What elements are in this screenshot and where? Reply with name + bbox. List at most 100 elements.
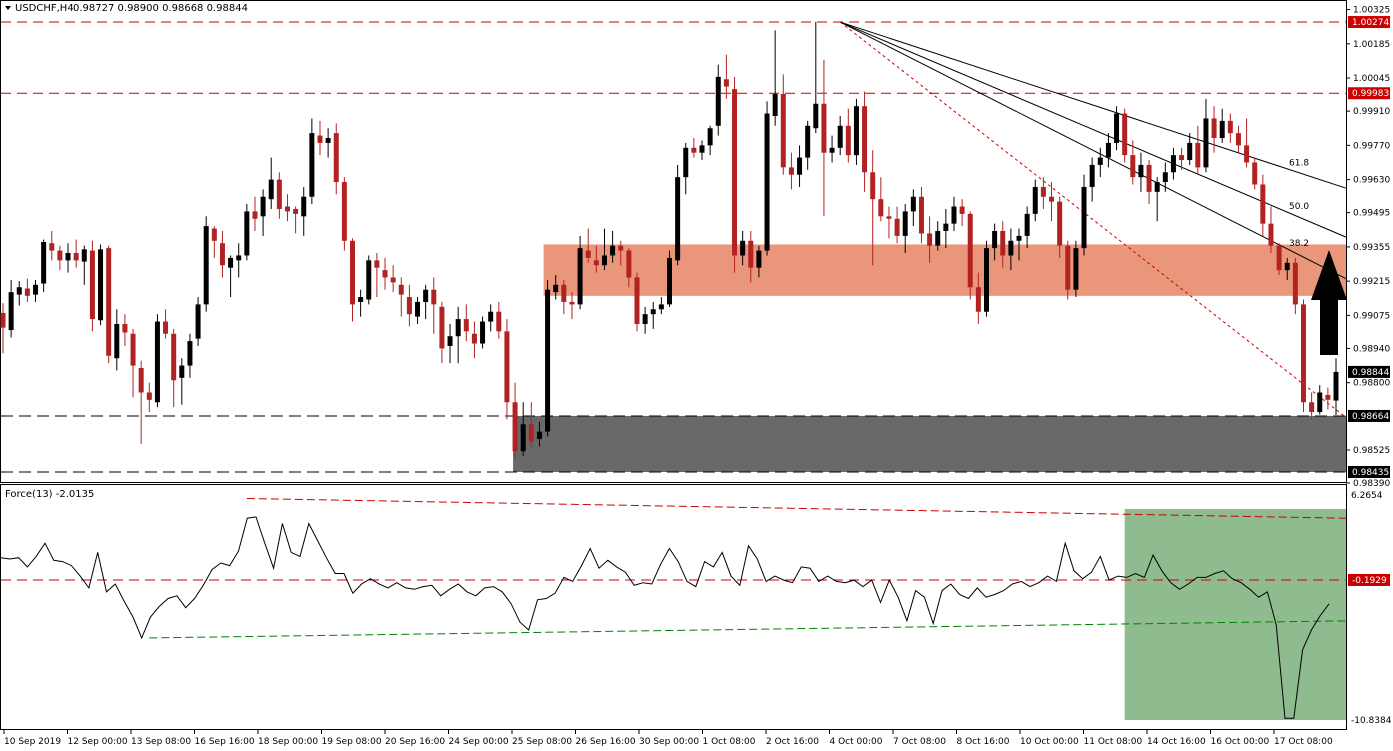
candle-body [1317,392,1323,413]
candle-body [1032,186,1038,214]
price-badge [1348,87,1390,100]
time-tick-label: 24 Sep 00:00 [449,737,509,747]
force-index-line [0,516,1330,719]
menu-triangle-icon[interactable] [5,6,11,10]
candle-body [813,103,819,129]
candle-body [1276,245,1282,271]
candle-body [89,250,95,320]
force-tick-label: 6.2654 [1351,491,1383,501]
price-badge [1348,465,1390,478]
price-badge [1348,365,1390,378]
price-tick-label: 0.98390 [1353,479,1390,489]
price-tick-label: 0.99630 [1353,176,1390,186]
price-badge-label: 0.98435 [1352,468,1389,478]
candle-body [1268,223,1274,246]
candle-body [252,211,258,219]
up-arrow-icon [1311,250,1347,355]
candle-body [146,392,152,400]
candle-body [211,228,217,241]
candle-body [260,196,266,217]
price-tick-label: 0.98525 [1353,446,1390,456]
candle-body [301,196,307,217]
candle-body [8,292,14,331]
candle-body [675,177,681,261]
support-zone [513,415,1346,472]
candle-body [1122,113,1128,156]
candle-body [927,233,933,246]
time-axis: 10 Sep 2019 12 Sep 00:00 13 Sep 08:00 16 Se… [3,730,1333,747]
candle-body [797,157,803,175]
price-tick-label: 0.99075 [1353,311,1390,321]
candle-body [358,297,364,302]
candle-body [902,211,908,236]
price-tick-label: 0.99215 [1353,277,1390,287]
candle-body [309,133,315,197]
candle-body [504,331,510,403]
candle-body [374,260,380,268]
candle-body [195,304,201,339]
candle-body [1138,164,1144,178]
candle-body [49,243,55,251]
candle-body [756,250,762,268]
candle-body [228,257,234,268]
candle-body [293,208,299,214]
fib-label: 50.0 [1289,202,1309,212]
candle-body [788,167,794,175]
candle-body [1211,118,1217,139]
candle-body [561,284,567,302]
candle-body [748,240,754,268]
candle-body [1114,113,1120,143]
fib-label: 38.2 [1289,239,1309,249]
price-panel-frame [0,0,1347,483]
candle-body [366,260,372,300]
candle-body [203,226,209,305]
candle-body [1081,186,1087,249]
candle-body [1244,145,1250,163]
candle-body [488,311,494,322]
candle-body [341,182,347,241]
price-tick-label: 0.99495 [1353,209,1390,219]
candle-body [1130,155,1136,178]
time-tick-label: 4 Oct 00:00 [830,737,883,747]
candle-body [463,319,469,332]
candles-layer [0,22,1339,459]
candle-body [1146,164,1152,192]
time-tick-label: 2 Oct 16:00 [766,737,819,747]
time-tick-label: 16 Oct 00:00 [1211,737,1270,747]
candle-body [276,179,282,209]
time-tick-label: 30 Sep 00:00 [639,737,699,747]
price-tick-label: 0.99355 [1353,243,1390,253]
candle-body [992,230,998,249]
candle-body [1179,155,1185,161]
candle-body [1097,157,1103,165]
price-tick-label: 0.98940 [1353,344,1390,354]
candle-body [593,260,599,266]
candle-body [837,125,843,148]
candle-body [683,147,689,178]
candle-body [870,172,876,200]
candle-body [943,223,949,231]
candle-body [512,402,518,452]
candle-body [179,365,185,378]
candle-body [333,133,339,183]
candle-body [1162,172,1168,183]
candle-body [862,106,868,173]
candle-body [1000,230,1006,256]
candle-body [528,424,534,442]
time-tick-label: 11 Oct 08:00 [1084,737,1143,747]
time-tick-label: 10 Sep 2019 [4,737,61,747]
candle-body [845,125,851,156]
candle-body [122,323,128,333]
candle-body [829,147,835,153]
candle-body [618,245,624,251]
candle-body [219,243,225,266]
time-tick-label: 25 Sep 08:00 [512,737,572,747]
fib-fan-line [839,21,1347,280]
candle-body [585,250,591,258]
candle-body [959,206,965,214]
time-tick-label: 13 Sep 08:00 [131,737,191,747]
candle-body [1309,402,1315,413]
candle-body [1057,201,1063,246]
candle-body [642,314,648,324]
price-badge-label: 0.98844 [1352,368,1389,378]
